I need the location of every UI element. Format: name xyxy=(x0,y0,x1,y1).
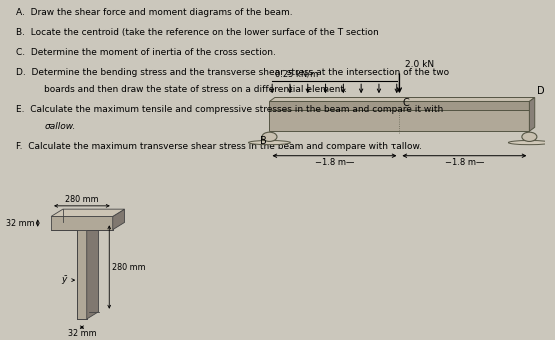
Text: −1.8 m—: −1.8 m— xyxy=(315,158,354,167)
Text: 32 mm: 32 mm xyxy=(7,219,35,227)
Text: F.  Calculate the maximum transverse shear stress in the beam and compare with τ: F. Calculate the maximum transverse shea… xyxy=(16,142,422,151)
Text: D: D xyxy=(537,86,545,96)
Text: C.  Determine the moment of inertia of the cross section.: C. Determine the moment of inertia of th… xyxy=(16,48,276,57)
Polygon shape xyxy=(529,98,534,131)
Text: B: B xyxy=(260,136,267,146)
Polygon shape xyxy=(270,98,534,101)
Text: −1.8 m—: −1.8 m— xyxy=(445,158,484,167)
Circle shape xyxy=(522,132,537,141)
Polygon shape xyxy=(77,230,87,319)
Polygon shape xyxy=(270,110,529,131)
Text: $\bar{y}$: $\bar{y}$ xyxy=(62,274,69,287)
Text: boards and then draw the state of stress on a differential element.: boards and then draw the state of stress… xyxy=(44,85,347,94)
Ellipse shape xyxy=(249,140,290,145)
Circle shape xyxy=(262,132,277,141)
Text: 0.25 kN/m: 0.25 kN/m xyxy=(275,70,318,79)
Text: C: C xyxy=(402,98,409,108)
Text: 32 mm: 32 mm xyxy=(68,329,96,338)
Text: E.  Calculate the maximum tensile and compressive stresses in the beam and compa: E. Calculate the maximum tensile and com… xyxy=(16,105,443,114)
Text: B.  Locate the centroid (take the reference on the lower surface of the T sectio: B. Locate the centroid (take the referen… xyxy=(16,28,379,37)
Text: 280 mm: 280 mm xyxy=(65,195,99,204)
Ellipse shape xyxy=(508,140,551,145)
Polygon shape xyxy=(51,209,124,217)
Polygon shape xyxy=(113,209,124,230)
Text: D.  Determine the bending stress and the transverse shear stress at the intersec: D. Determine the bending stress and the … xyxy=(16,68,449,76)
Text: 280 mm: 280 mm xyxy=(112,262,145,272)
Polygon shape xyxy=(87,222,99,319)
Polygon shape xyxy=(51,217,113,230)
Text: A.  Draw the shear force and moment diagrams of the beam.: A. Draw the shear force and moment diagr… xyxy=(16,8,292,17)
Text: σallow.: σallow. xyxy=(44,122,76,131)
Polygon shape xyxy=(270,101,529,110)
Text: 2.0 kN: 2.0 kN xyxy=(405,61,434,69)
